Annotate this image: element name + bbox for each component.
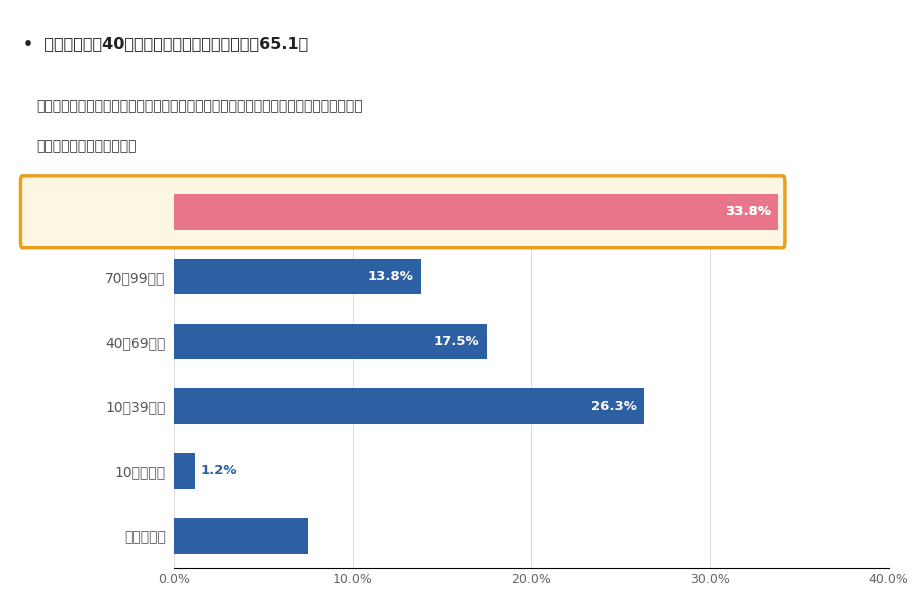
Text: 13.8%: 13.8%	[367, 270, 413, 283]
Bar	[174, 194, 778, 230]
Bar	[174, 324, 486, 359]
Text: 26.3%: 26.3%	[591, 399, 637, 413]
Text: 33.8%: 33.8%	[725, 205, 770, 218]
Text: ２社以上から見積りを取った際、最も高い価格と最も低い価格の差はどの程度あったか: ２社以上から見積りを取った際、最も高い価格と最も低い価格の差はどの程度あったか	[37, 99, 364, 113]
Bar	[174, 194, 778, 230]
Text: 33.8%: 33.8%	[725, 205, 770, 218]
Bar	[174, 388, 644, 424]
Text: 下記から選択してください: 下記から選択してください	[37, 139, 137, 153]
Text: 17.5%: 17.5%	[434, 335, 479, 348]
Text: •  相見積もりで40万円以上の価格差があった方は65.1％: • 相見積もりで40万円以上の価格差があった方は65.1％	[23, 36, 308, 51]
Bar	[174, 259, 420, 294]
Text: 1.2%: 1.2%	[201, 465, 237, 477]
FancyBboxPatch shape	[20, 176, 785, 248]
Text: 7.5%: 7.5%	[265, 529, 300, 542]
Bar	[174, 518, 308, 554]
Bar	[174, 453, 195, 489]
